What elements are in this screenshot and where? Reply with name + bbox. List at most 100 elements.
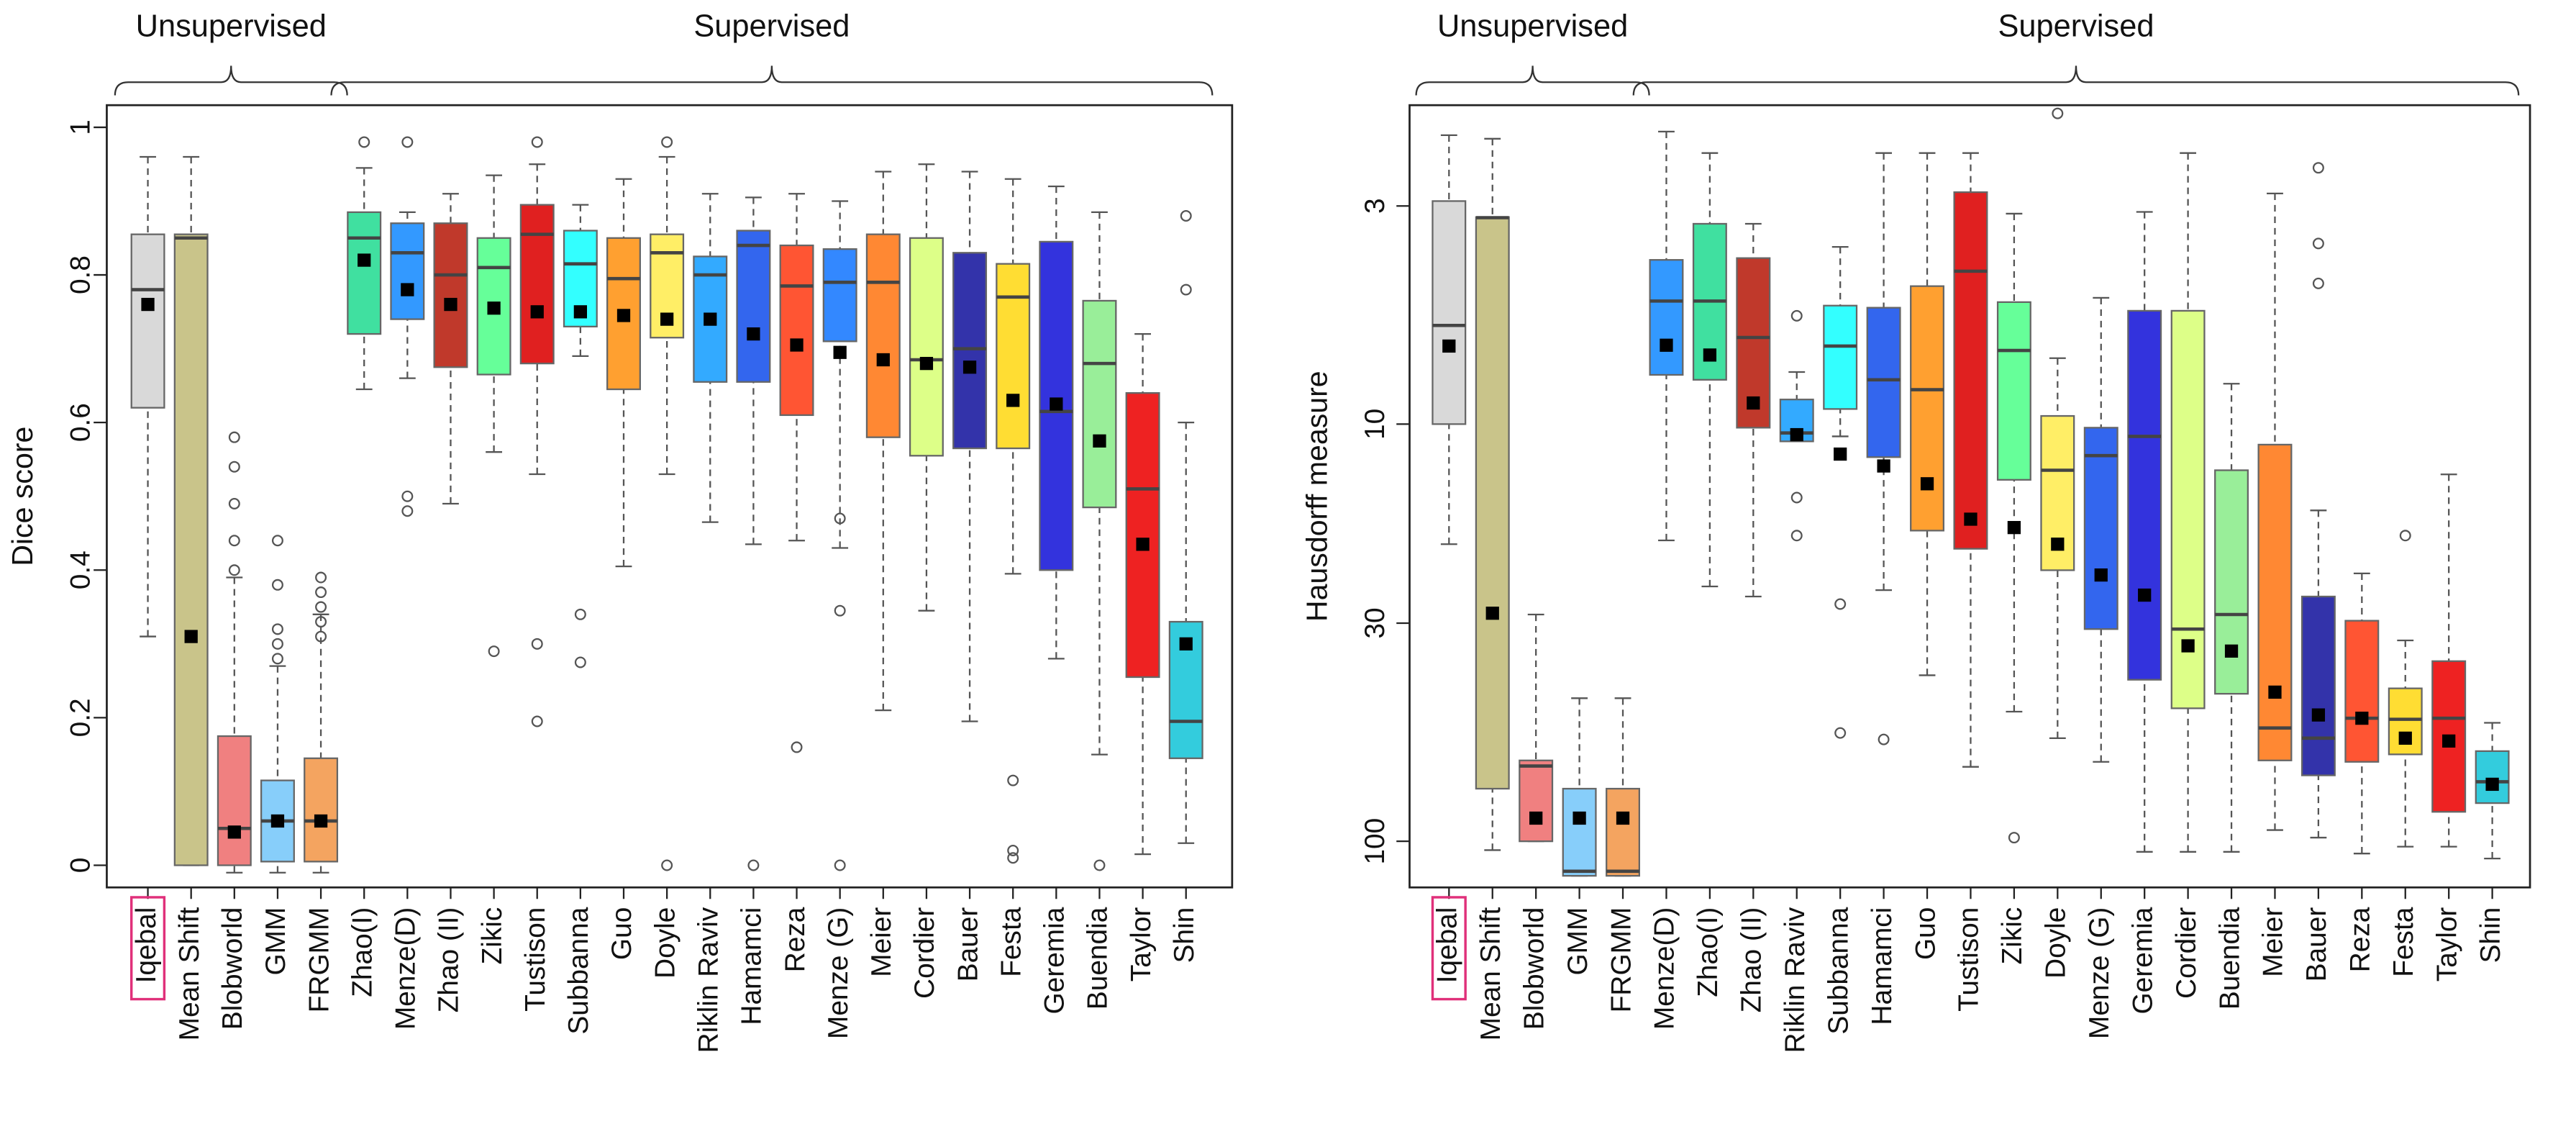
x-tick-label: Mean Shift [174,907,205,1040]
x-tick-label: GMM [1562,907,1593,976]
group-brace [1415,65,1650,96]
y-tick-label: 0.6 [65,403,96,442]
y-tick-label: 0.2 [65,698,96,737]
box [1519,759,1554,843]
box [1562,787,1597,877]
y-tick-label: 1 [65,119,96,135]
x-tick-label: Buendia [2214,907,2245,1010]
box [390,222,425,320]
mean [1616,811,1630,825]
outlier [574,608,586,620]
mean [2051,538,2065,551]
outlier [1007,852,1019,864]
box [519,204,555,365]
outlier [1834,598,1847,610]
outlier [1790,530,1803,542]
mean [1790,427,1803,442]
mean [1006,394,1020,407]
y-axis-title: Hausdorff measure [1301,371,1334,622]
mean [919,356,934,371]
x-tick-label: Hamamci [737,907,768,1025]
x-tick-label: Iqebal [131,907,162,984]
outlier [1180,284,1192,296]
mean [141,297,155,312]
mean [444,297,458,312]
x-tick-label: Meier [2258,907,2289,977]
x-tick-label: Shin [1169,907,1200,963]
box [1432,200,1467,425]
box [347,211,382,335]
x-tick-label: Mean Shift [1475,907,1506,1040]
box [2344,620,2380,763]
mean [1747,396,1760,410]
mean [1179,637,1193,650]
mean [2007,521,2021,535]
x-tick-label: Iqebal [1432,907,1463,984]
outlier [1834,727,1847,739]
x-tick-label: Tustison [520,907,551,1012]
y-tick-label: 0.4 [65,550,96,589]
x-tick-label: Doyle [650,907,681,979]
mean [358,253,371,267]
x-tick-label: Hamamci [1867,907,1898,1025]
outlier [834,604,846,617]
box [173,233,209,866]
x-tick-label: Bauer [952,907,983,982]
x-tick-label: Doyle [2041,907,2072,979]
x-tick-label: Zikic [1997,907,2028,965]
outlier [358,136,370,148]
x-tick-label: Reza [780,907,811,972]
group-brace [1632,65,2520,96]
box [130,233,165,409]
outlier [228,497,240,509]
outlier [271,653,283,665]
x-tick-label: Menze (G) [2084,907,2115,1039]
outlier [531,638,543,650]
box [2475,750,2510,804]
box [865,233,901,438]
group-brace [330,65,1214,96]
box [952,252,988,450]
mean [660,312,674,326]
outlier [1180,210,1192,222]
outlier [315,571,327,584]
mean [530,305,544,319]
x-tick-label: Zhao(I) [1693,907,1724,997]
outlier [401,505,414,517]
mean [227,825,241,839]
mean [2442,734,2456,748]
box [2257,443,2293,761]
y-tick-label: 0 [65,858,96,874]
outlier [271,579,283,591]
label-highlight [1431,896,1467,1001]
box [1996,301,2031,481]
x-tick-label: Zikic [477,907,508,965]
outlier [271,535,283,547]
y-tick-label: 10 [1360,409,1391,440]
mean [573,305,588,319]
mean [2355,711,2369,725]
mean [1964,512,1977,526]
outlier [2312,237,2324,250]
mean [616,309,631,322]
mean [1834,447,1847,461]
y-tick-label: 3 [1360,198,1391,214]
x-tick-label: Meier [866,907,897,977]
mean [1050,397,1063,411]
mean [1573,811,1586,825]
box [996,263,1031,450]
x-tick-label: Buendia [1083,907,1114,1010]
outlier [531,715,543,727]
mean [2398,731,2412,745]
group-label: Supervised [1998,9,2154,43]
x-tick-label: Subbanna [563,907,594,1034]
box [1953,191,1988,550]
x-tick-label: Bauer [2301,907,2332,982]
box [304,757,339,863]
mean [1093,434,1106,448]
outlier [315,630,327,643]
mean [876,353,890,367]
outlier [315,601,327,613]
box [563,230,598,327]
group-label: Unsupervised [1437,9,1628,43]
